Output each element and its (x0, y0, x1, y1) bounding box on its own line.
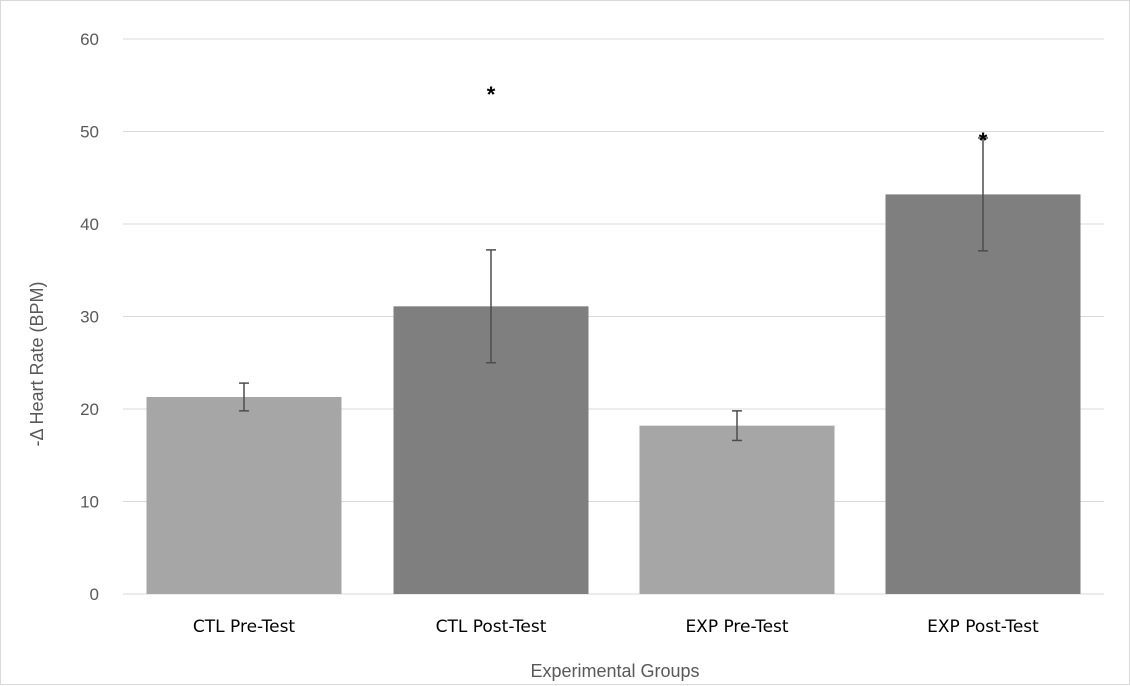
y-tick-label: 50 (80, 123, 99, 142)
bars (146, 194, 1081, 594)
y-axis-ticks: 0 10 20 30 40 50 60 (80, 30, 99, 604)
x-axis-categories: CTL Pre-Test CTL Post-Test EXP Pre-Test EXP… (193, 617, 1039, 637)
x-axis-title: Experimental Groups (530, 661, 699, 681)
significance-markers: ** (487, 82, 988, 153)
x-category-label: EXP Pre-Test (685, 617, 788, 637)
error-bar (486, 249, 496, 364)
x-category-label: CTL Pre-Test (193, 617, 296, 637)
significance-star: * (487, 82, 496, 107)
y-tick-label: 20 (80, 400, 99, 419)
y-tick-label: 60 (80, 30, 99, 49)
error-bar (978, 137, 988, 252)
x-category-label: CTL Post-Test (436, 617, 547, 637)
y-tick-label: 30 (80, 308, 99, 327)
y-tick-label: 10 (80, 493, 99, 512)
error-bar (239, 382, 249, 412)
error-bars (239, 137, 988, 442)
y-tick-label: 0 (90, 585, 99, 604)
bar (639, 425, 835, 594)
error-bar (732, 410, 742, 442)
bar (885, 194, 1081, 594)
bar (146, 396, 342, 594)
x-category-label: EXP Post-Test (927, 617, 1039, 637)
significance-star: * (979, 128, 988, 153)
y-tick-label: 40 (80, 215, 99, 234)
y-axis-title: -Δ Heart Rate (BPM) (27, 281, 47, 446)
